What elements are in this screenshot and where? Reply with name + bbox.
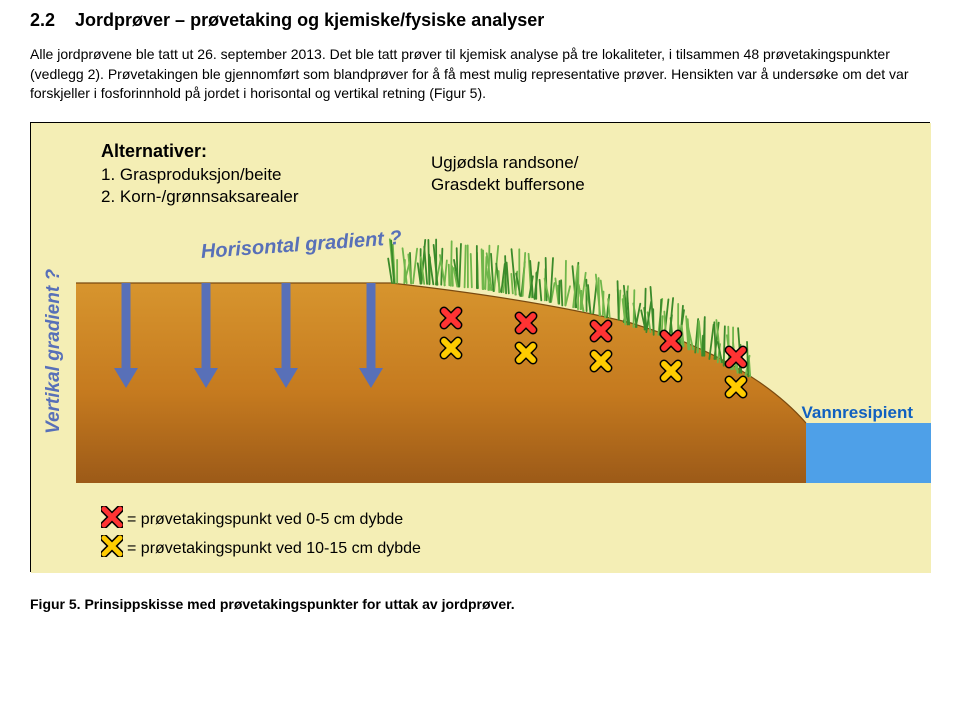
heading-text: Jordprøver – prøvetaking og kjemiske/fys… (75, 10, 544, 30)
alternatives-heading: Alternativer: (101, 141, 207, 162)
section-heading: 2.2 Jordprøver – prøvetaking og kjemiske/… (30, 10, 930, 31)
buffer-zone-line2: Grasdekt buffersone (431, 175, 585, 195)
caption-lead: Figur 5. (30, 596, 81, 612)
figure-caption: Figur 5. Prinsippskisse med prøvetakings… (30, 596, 930, 612)
legend-deep: = prøvetakingspunkt ved 10-15 cm dybde (101, 535, 421, 558)
buffer-zone-line1: Ugjødsla randsone/ (431, 153, 578, 173)
legend-deep-text: = prøvetakingspunkt ved 10-15 cm dybde (127, 540, 421, 557)
alternative-2: 2. Korn-/grønnsaksarealer (101, 187, 298, 207)
water-label: Vannresipient (802, 403, 913, 423)
legend-shallow: = prøvetakingspunkt ved 0-5 cm dybde (101, 506, 403, 529)
heading-number: 2.2 (30, 10, 55, 31)
intro-paragraph: Alle jordprøvene ble tatt ut 26. septemb… (30, 45, 930, 104)
legend-shallow-text: = prøvetakingspunkt ved 0-5 cm dybde (127, 511, 403, 528)
figure-5: Alternativer: 1. Grasproduksjon/beite 2.… (30, 122, 930, 572)
alternative-1: 1. Grasproduksjon/beite (101, 165, 282, 185)
caption-text: Prinsippskisse med prøvetakingspunkter f… (84, 596, 514, 612)
vertical-gradient-label: Vertikal gradient ? (43, 269, 65, 434)
